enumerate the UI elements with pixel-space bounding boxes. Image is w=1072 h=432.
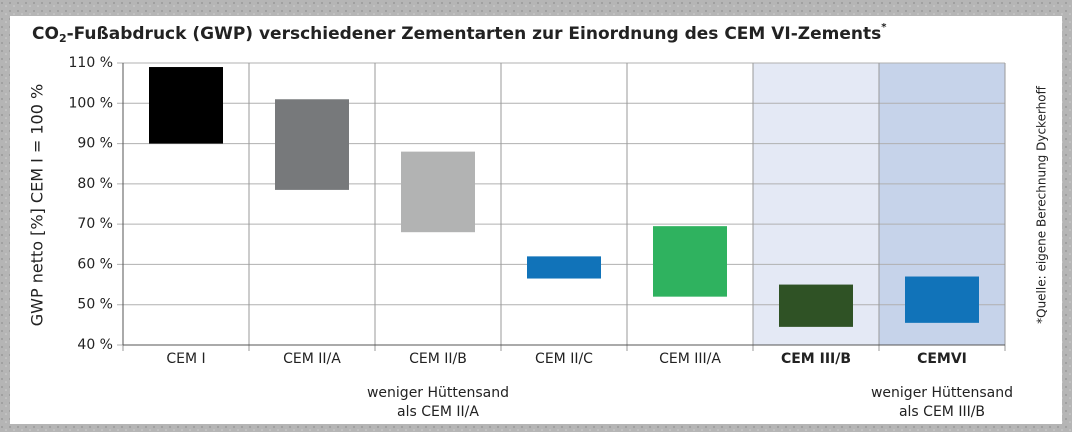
title-part: -Fußabdruck (GWP) verschiedener Zementar… (67, 24, 882, 44)
y-tick-label: 80 % (77, 176, 113, 192)
bar (779, 284, 853, 327)
title-part: CO (32, 24, 59, 44)
source-note: *Quelle: eigene Berechnung Dyckerhoff (1035, 85, 1049, 323)
y-tick-label: 100 % (69, 95, 113, 111)
y-tick-label: 90 % (77, 136, 113, 152)
bar (149, 67, 223, 144)
x-tick-label: CEM II/A (283, 351, 341, 367)
annotation: weniger Hüttensand (871, 385, 1013, 401)
y-axis-label: GWP netto [%] CEM I = 100 % (28, 84, 47, 326)
y-tick-label: 50 % (77, 297, 113, 313)
chart-title: CO2-Fußabdruck (GWP) verschiedener Zemen… (32, 22, 887, 45)
y-tick-label: 110 % (69, 55, 113, 71)
x-tick-label: CEMVI (917, 351, 967, 367)
title-part: 2 (59, 32, 67, 45)
bar (527, 256, 601, 279)
annotation: als CEM III/B (899, 404, 985, 420)
bar (275, 99, 349, 190)
bar (905, 276, 979, 323)
title-part: * (881, 22, 887, 33)
x-tick-label: CEM II/C (535, 351, 593, 367)
y-tick-label: 40 % (77, 337, 113, 353)
y-tick-label: 70 % (77, 216, 113, 232)
bar (401, 151, 475, 233)
x-tick-label: CEM II/B (409, 351, 467, 367)
annotation: weniger Hüttensand (367, 385, 509, 401)
y-tick-label: 60 % (77, 256, 113, 272)
x-tick-label: CEM I (166, 351, 205, 367)
bar (653, 226, 727, 297)
x-tick-label: CEM III/B (781, 351, 851, 367)
x-tick-label: CEM III/A (659, 351, 721, 367)
annotation: als CEM II/A (397, 404, 479, 420)
